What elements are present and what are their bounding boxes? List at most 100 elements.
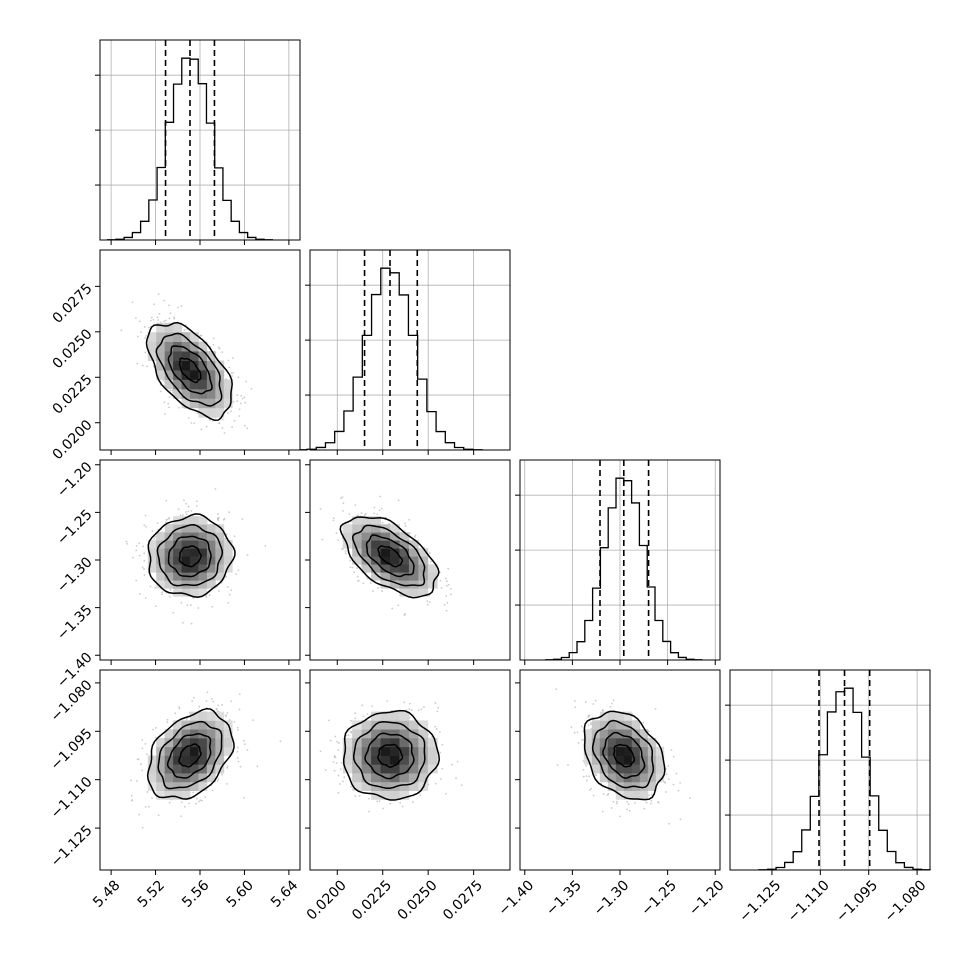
contour-level-1	[364, 732, 415, 780]
scatter-point	[349, 559, 352, 562]
scatter-point	[246, 749, 249, 751]
scatter-point	[357, 579, 359, 582]
density-cell	[615, 737, 625, 748]
scatter-point	[650, 799, 653, 802]
scatter-point	[237, 569, 240, 572]
density-cell	[198, 407, 208, 418]
contour-level-1	[365, 534, 415, 578]
density-cell	[418, 746, 429, 756]
scatter-point	[585, 764, 588, 767]
density-cell	[173, 781, 182, 791]
density-cell	[173, 790, 182, 800]
scatter-point	[241, 397, 244, 400]
density-cell	[181, 737, 191, 748]
density-cell	[190, 524, 199, 533]
scatter-point	[581, 739, 584, 741]
scatter-point	[169, 312, 172, 315]
density-cell	[181, 548, 191, 557]
x-tick-label: −1.125	[736, 877, 784, 925]
density-cell	[342, 524, 353, 533]
scatter-point	[362, 715, 365, 718]
scatter-point	[665, 791, 667, 793]
density-cell	[215, 524, 225, 533]
scatter-point	[333, 754, 336, 757]
scatter-point	[381, 521, 384, 524]
scatter-point	[217, 778, 220, 781]
scatter-point	[381, 590, 383, 592]
density-cell	[164, 790, 174, 800]
scatter-point	[570, 726, 573, 729]
density-cell	[206, 540, 216, 549]
scatter-point	[159, 390, 162, 393]
density-cell	[361, 781, 372, 791]
density-cell	[198, 564, 208, 573]
density-cell	[164, 379, 174, 390]
scatter-point	[376, 513, 379, 516]
scatter-point	[337, 539, 340, 542]
scatter-point	[181, 621, 184, 624]
scatter-point	[672, 783, 675, 786]
density-cell	[190, 379, 199, 390]
density-cell	[206, 407, 216, 418]
scatter-point	[147, 326, 150, 329]
density-cell	[390, 556, 400, 565]
density-cell	[173, 370, 182, 380]
scatter-point	[371, 705, 374, 708]
scatter-point	[145, 525, 148, 528]
scatter-point	[238, 415, 241, 417]
density-cell	[190, 746, 199, 756]
scatter-point	[618, 815, 621, 818]
scatter-point	[180, 601, 183, 604]
density-cell	[164, 737, 174, 748]
scatter-point	[236, 726, 239, 729]
density-cell	[190, 516, 199, 525]
density-cell	[156, 341, 166, 352]
scatter-point	[157, 814, 160, 817]
y-tick-labels-2: −1.40−1.35−1.30−1.25−1.20	[54, 459, 96, 691]
scatter-point	[199, 799, 202, 802]
x-tick-label: 0.0275	[440, 877, 486, 923]
scatter-point	[337, 749, 340, 751]
density-cell	[639, 781, 649, 791]
density-cell	[599, 729, 609, 739]
density-cell	[399, 588, 410, 597]
density-cell	[655, 755, 665, 765]
scatter-point	[332, 517, 335, 520]
density-cell	[198, 588, 208, 597]
density-cell	[418, 548, 429, 557]
scatter-point	[221, 351, 224, 354]
scatter-point	[228, 718, 231, 721]
density-cell	[399, 540, 410, 549]
density-cell	[206, 532, 216, 541]
panel-content	[319, 700, 463, 813]
density-cell	[164, 524, 174, 533]
scatter-point	[397, 499, 400, 502]
scatter-point	[238, 408, 241, 411]
scatter-point	[410, 709, 413, 712]
scatter-point	[594, 699, 597, 702]
scatter-point	[349, 566, 352, 569]
density-cell	[427, 746, 438, 756]
contour-level-3	[145, 321, 233, 422]
density-cell	[173, 746, 182, 756]
scatter-point	[426, 603, 429, 606]
scatter-point	[144, 805, 147, 808]
density-cell	[156, 580, 166, 589]
density-cell	[156, 773, 166, 783]
density-cell	[361, 556, 372, 565]
contour-level-3	[583, 710, 666, 801]
density-cell	[190, 711, 199, 721]
scatter-point	[665, 773, 668, 776]
density-cell	[607, 737, 617, 748]
density-cell	[380, 564, 391, 573]
density-cell	[380, 781, 391, 791]
scatter-point	[430, 560, 432, 563]
density-cell	[206, 729, 216, 739]
contour-level-2	[155, 332, 223, 407]
scatter-point	[449, 593, 452, 596]
density-cell	[181, 729, 191, 739]
scatter-point	[350, 785, 353, 788]
density-cell	[156, 790, 166, 800]
density-cell	[206, 564, 216, 573]
density-cell	[591, 764, 601, 774]
